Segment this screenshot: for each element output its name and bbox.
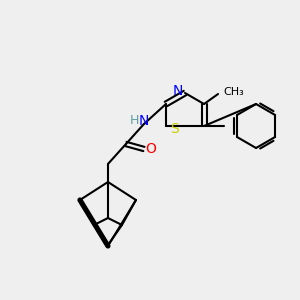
Text: CH₃: CH₃ <box>223 87 244 97</box>
Text: O: O <box>146 142 156 156</box>
Text: N: N <box>172 84 183 98</box>
Text: H: H <box>130 115 139 128</box>
Text: S: S <box>170 122 179 136</box>
Text: N: N <box>139 114 149 128</box>
